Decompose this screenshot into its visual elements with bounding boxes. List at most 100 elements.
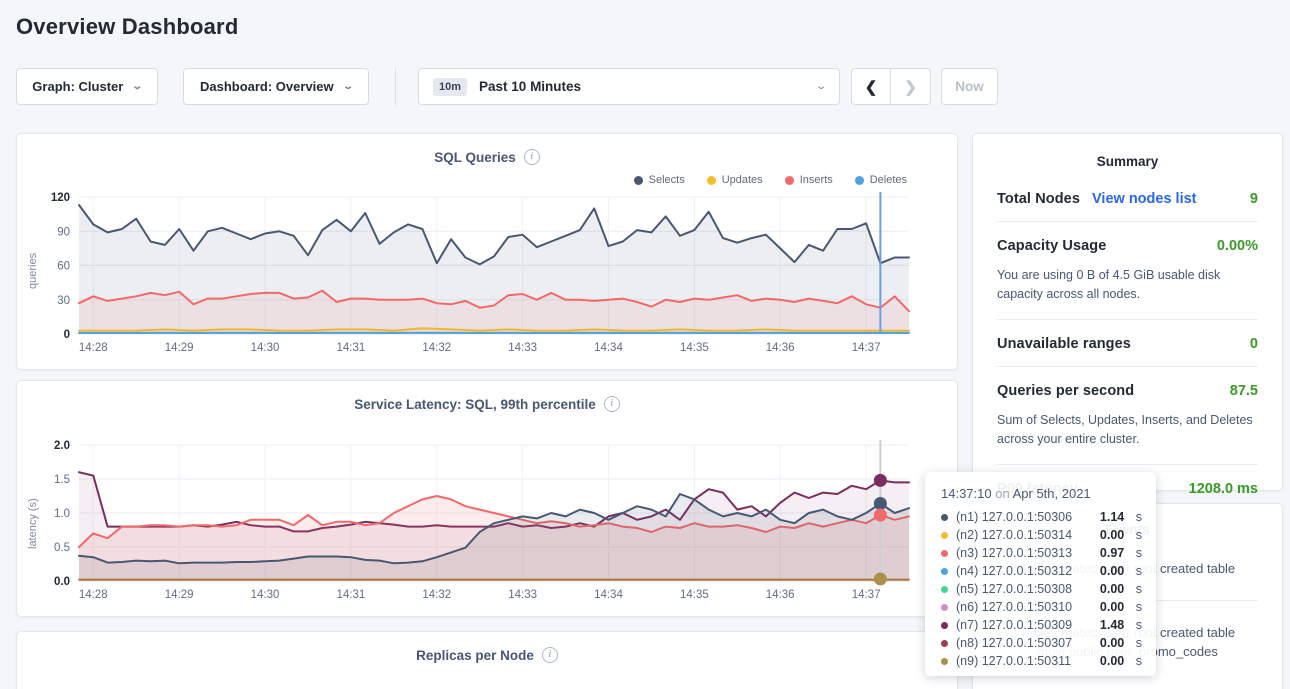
series-dot-icon [941, 603, 948, 611]
svg-text:14:28: 14:28 [79, 342, 108, 354]
legend-item[interactable]: Updates [706, 174, 763, 186]
series-dot-icon [941, 549, 948, 557]
service-latency-chart[interactable]: 2.0 1.5 1.0 0.5 0.0 14:28 14:29 14:30 14:31 14:32… [17, 381, 957, 612]
tooltip-node-address: (n6) 127.0.0.1:50310 [956, 600, 1073, 614]
page-title: Overview Dashboard [16, 14, 239, 39]
svg-text:14:35: 14:35 [680, 342, 709, 354]
svg-text:14:32: 14:32 [422, 589, 451, 601]
chevron-down-icon: ⌄ [814, 81, 827, 92]
qps-value: 87.5 [1229, 382, 1258, 399]
qps-row: Queries per second 87.5 [973, 369, 1282, 411]
svg-text:14:30: 14:30 [251, 342, 280, 354]
tooltip-node-value: 1.48 [1099, 618, 1125, 632]
svg-text:14:34: 14:34 [594, 342, 623, 354]
tooltip-node-address: (n8) 127.0.0.1:50307 [956, 636, 1073, 650]
tooltip-row: (n2) 127.0.0.1:50314 0.00 s [941, 526, 1142, 544]
legend-label: Selects [648, 174, 685, 186]
svg-text:14:32: 14:32 [422, 342, 451, 354]
unavailable-ranges-row: Unavailable ranges 0 [973, 322, 1282, 364]
tooltip-node-value: 0.00 [1099, 600, 1125, 614]
tooltip-node-unit: s [1132, 654, 1142, 668]
series-dot-icon [941, 621, 948, 629]
tooltip-node-value: 0.97 [1099, 546, 1125, 560]
tooltip-node-address: (n9) 127.0.0.1:50311 [956, 654, 1072, 668]
time-range-dropdown[interactable]: 10m Past 10 Minutes ⌄ [418, 68, 840, 105]
legend-item[interactable]: Inserts [784, 174, 833, 186]
total-nodes-value: 9 [1249, 191, 1258, 207]
svg-text:14:34: 14:34 [594, 589, 623, 601]
svg-text:14:36: 14:36 [766, 589, 795, 601]
series-dot-icon [941, 513, 948, 521]
legend-dot-icon [633, 175, 643, 185]
svg-text:14:37: 14:37 [852, 342, 881, 354]
tooltip-node-address: (n5) 127.0.0.1:50308 [956, 582, 1073, 596]
summary-panel: Summary Total Nodes View nodes list 9 Ca… [972, 133, 1283, 497]
divider [997, 221, 1258, 222]
divider [997, 463, 1258, 465]
tooltip-node-value: 0.00 [1099, 564, 1125, 578]
tooltip-node-address: (n1) 127.0.0.1:50306 [956, 510, 1073, 524]
tooltip-node-unit: s [1132, 618, 1142, 632]
tooltip-row: (n9) 127.0.0.1:50311 0.00 s [941, 652, 1142, 670]
summary-title: Summary [1096, 154, 1159, 169]
service-latency-panel: Service Latency: SQL, 99th percentile i … [16, 380, 958, 617]
svg-text:14:33: 14:33 [508, 342, 537, 354]
tooltip-row: (n1) 127.0.0.1:50306 1.14 s [941, 508, 1142, 526]
unavailable-ranges-value: 0 [1249, 335, 1258, 352]
svg-text:1.0: 1.0 [54, 508, 70, 520]
svg-text:2.0: 2.0 [54, 440, 70, 452]
chart-hover-tooltip: 14:37:10 on Apr 5th, 2021 (n1) 127.0.0.1… [925, 472, 1156, 676]
tooltip-node-value: 0.00 [1099, 636, 1125, 650]
svg-text:14:31: 14:31 [337, 342, 366, 354]
svg-text:60: 60 [57, 261, 70, 273]
info-icon[interactable]: i [523, 149, 540, 165]
sql-queries-chart[interactable]: 120 90 60 30 0 14:28 14:29 14:30 14:31 14:32 14:33… [17, 134, 957, 365]
p99-latency-value: 1208.0 ms [1188, 480, 1258, 497]
controls-divider [395, 68, 396, 105]
time-range-label: Past 10 Minutes [479, 79, 582, 94]
tooltip-row: (n7) 127.0.0.1:50309 1.48 s [941, 616, 1142, 634]
capacity-usage-value: 0.00% [1216, 238, 1258, 254]
svg-text:90: 90 [57, 226, 70, 238]
legend-label: Inserts [799, 174, 833, 186]
view-nodes-list-link[interactable]: View nodes list [1092, 191, 1197, 207]
dashboard-dropdown[interactable]: Dashboard: Overview ⌄ [183, 68, 369, 105]
tooltip-node-unit: s [1132, 582, 1142, 596]
tooltip-node-value: 0.00 [1099, 654, 1125, 668]
tooltip-row: (n3) 127.0.0.1:50313 0.97 s [941, 544, 1142, 562]
series-dot-icon [941, 657, 948, 665]
svg-text:14:36: 14:36 [766, 342, 795, 354]
info-icon[interactable]: i [603, 396, 620, 412]
svg-text:30: 30 [57, 295, 70, 307]
svg-text:0: 0 [64, 329, 70, 341]
chart-title: SQL Queries [434, 149, 516, 165]
divider [997, 318, 1258, 320]
capacity-usage-label: Capacity Usage [997, 238, 1107, 254]
next-time-button[interactable]: ❯ [891, 68, 931, 105]
svg-text:14:30: 14:30 [251, 589, 280, 601]
prev-time-button[interactable]: ❮ [851, 68, 891, 105]
legend-item[interactable]: Selects [633, 174, 685, 186]
chevron-down-icon: ⌄ [341, 81, 354, 92]
tooltip-row: (n6) 127.0.0.1:50310 0.00 s [941, 598, 1142, 616]
series-dot-icon [941, 639, 948, 647]
tooltip-row: (n8) 127.0.0.1:50307 0.00 s [941, 634, 1142, 652]
tooltip-node-unit: s [1132, 600, 1142, 614]
chart-title: Service Latency: SQL, 99th percentile [354, 396, 596, 412]
svg-text:14:29: 14:29 [165, 589, 194, 601]
total-nodes-row: Total Nodes View nodes list 9 [973, 177, 1282, 219]
legend-dot-icon [706, 175, 716, 185]
total-nodes-label: Total Nodes [997, 191, 1081, 207]
tooltip-node-value: 0.00 [1099, 582, 1125, 596]
info-icon[interactable]: i [541, 647, 558, 663]
graph-dropdown[interactable]: Graph: Cluster ⌄ [16, 68, 158, 105]
tooltip-node-unit: s [1132, 564, 1142, 578]
now-button[interactable]: Now [941, 68, 998, 105]
capacity-usage-desc: You are using 0 B of 4.5 GiB usable disk… [997, 268, 1221, 302]
tooltip-node-address: (n2) 127.0.0.1:50314 [956, 528, 1073, 542]
series-dot-icon [941, 567, 948, 575]
legend-item[interactable]: Deletes [854, 174, 907, 186]
sql-queries-panel: SQL Queries i Selects Updates Inserts Delet… [16, 133, 958, 370]
time-range-badge: 10m [433, 77, 468, 96]
